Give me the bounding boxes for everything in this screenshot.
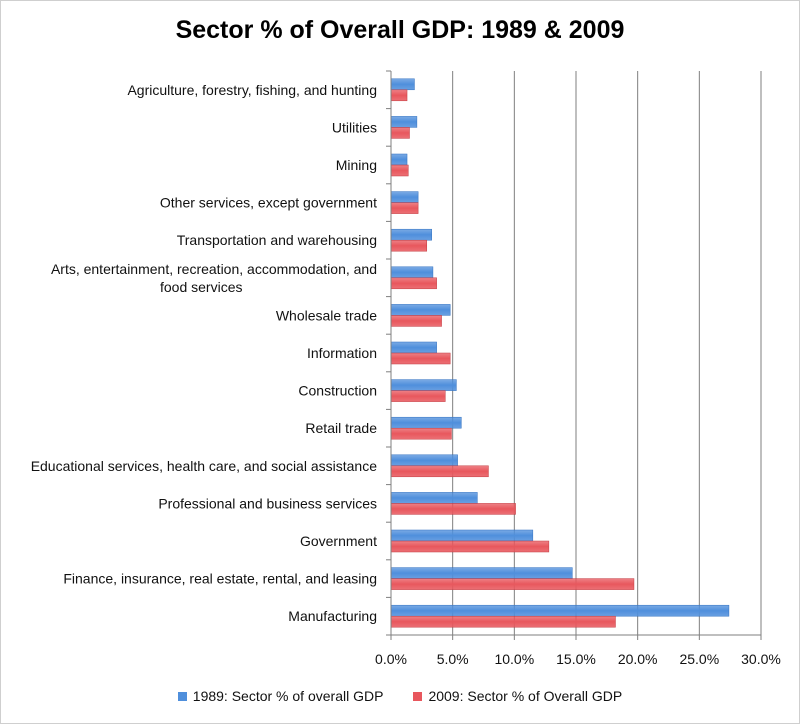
category-label: Other services, except government <box>160 195 377 211</box>
bar-2009-5 <box>390 277 437 290</box>
bar-1989-4 <box>390 228 432 241</box>
category-labels: Agriculture, forestry, fishing, and hunt… <box>31 82 378 624</box>
x-tick-label: 0.0% <box>375 651 407 667</box>
legend-item-1989: 1989: Sector % of overall GDP <box>177 688 384 704</box>
bar-1989-1 <box>390 116 418 128</box>
bar-1989-12 <box>390 529 534 542</box>
gridlines <box>452 71 762 635</box>
category-label: Wholesale trade <box>276 307 377 323</box>
bar-2009-13 <box>390 578 635 590</box>
bar-2009-1 <box>390 127 410 139</box>
legend-item-2009: 2009: Sector % of Overall GDP <box>413 688 622 704</box>
chart-title: Sector % of Overall GDP: 1989 & 2009 <box>175 16 625 44</box>
category-label: Mining <box>336 157 377 173</box>
category-label: Transportation and warehousing <box>177 232 377 248</box>
bar-1989-8 <box>390 379 457 391</box>
category-label: Retail trade <box>305 420 377 436</box>
bar-1989-10 <box>390 454 458 467</box>
category-label: Educational services, health care, and s… <box>31 458 378 474</box>
bar-2009-6 <box>390 315 442 327</box>
category-label: Construction <box>298 383 377 399</box>
legend-label-1989: 1989: Sector % of overall GDP <box>192 688 384 704</box>
bar-2009-14 <box>390 615 616 628</box>
x-tick-labels: 0.0% 5.0% 10.0% 15.0% 20.0% 25.0% 30.0% <box>375 651 781 667</box>
category-label: Arts, entertainment, recreation, accommo… <box>51 261 377 277</box>
bar-1989-7 <box>390 341 437 354</box>
legend: 1989: Sector % of overall GDP 2009: Sect… <box>0 688 800 704</box>
bar-2009-4 <box>390 239 428 252</box>
legend-swatch-1989 <box>177 691 187 701</box>
category-label: Utilities <box>332 119 377 135</box>
bar-1989-6 <box>390 304 451 316</box>
x-tick-label: 25.0% <box>679 651 719 667</box>
bar-2009-7 <box>390 352 451 365</box>
bar-1989-2 <box>390 153 408 166</box>
x-tick-label: 5.0% <box>437 651 469 667</box>
legend-label-2009: 2009: Sector % of Overall GDP <box>428 688 623 704</box>
category-label: Finance, insurance, real estate, rental,… <box>63 571 377 587</box>
bar-1989-14 <box>390 604 730 617</box>
bar-2009-10 <box>390 465 489 478</box>
bar-2009-3 <box>390 202 419 214</box>
category-label: Manufacturing <box>288 608 377 624</box>
x-tick-label: 10.0% <box>494 651 534 667</box>
category-label: Professional and business services <box>158 495 377 511</box>
bars <box>390 78 730 628</box>
bar-1989-0 <box>390 78 415 91</box>
bar-2009-9 <box>390 427 452 440</box>
legend-swatch-2009 <box>413 691 423 701</box>
bar-2009-12 <box>390 540 550 553</box>
bar-2009-11 <box>390 503 516 515</box>
bar-2009-0 <box>390 89 408 102</box>
x-tick-label: 20.0% <box>618 651 658 667</box>
bar-2009-2 <box>390 164 409 177</box>
bar-1989-9 <box>390 416 462 429</box>
category-label: Government <box>300 533 377 549</box>
bar-2009-8 <box>390 390 446 402</box>
bar-1989-11 <box>390 492 478 504</box>
x-tick-label: 15.0% <box>556 651 596 667</box>
bar-1989-13 <box>390 567 573 579</box>
category-label: Information <box>307 345 377 361</box>
bar-1989-3 <box>390 191 419 203</box>
bar-1989-5 <box>390 266 434 279</box>
category-label: Agriculture, forestry, fishing, and hunt… <box>127 82 377 98</box>
x-tick-label: 30.0% <box>741 651 781 667</box>
category-label: food services <box>160 279 242 295</box>
axes <box>386 70 762 640</box>
